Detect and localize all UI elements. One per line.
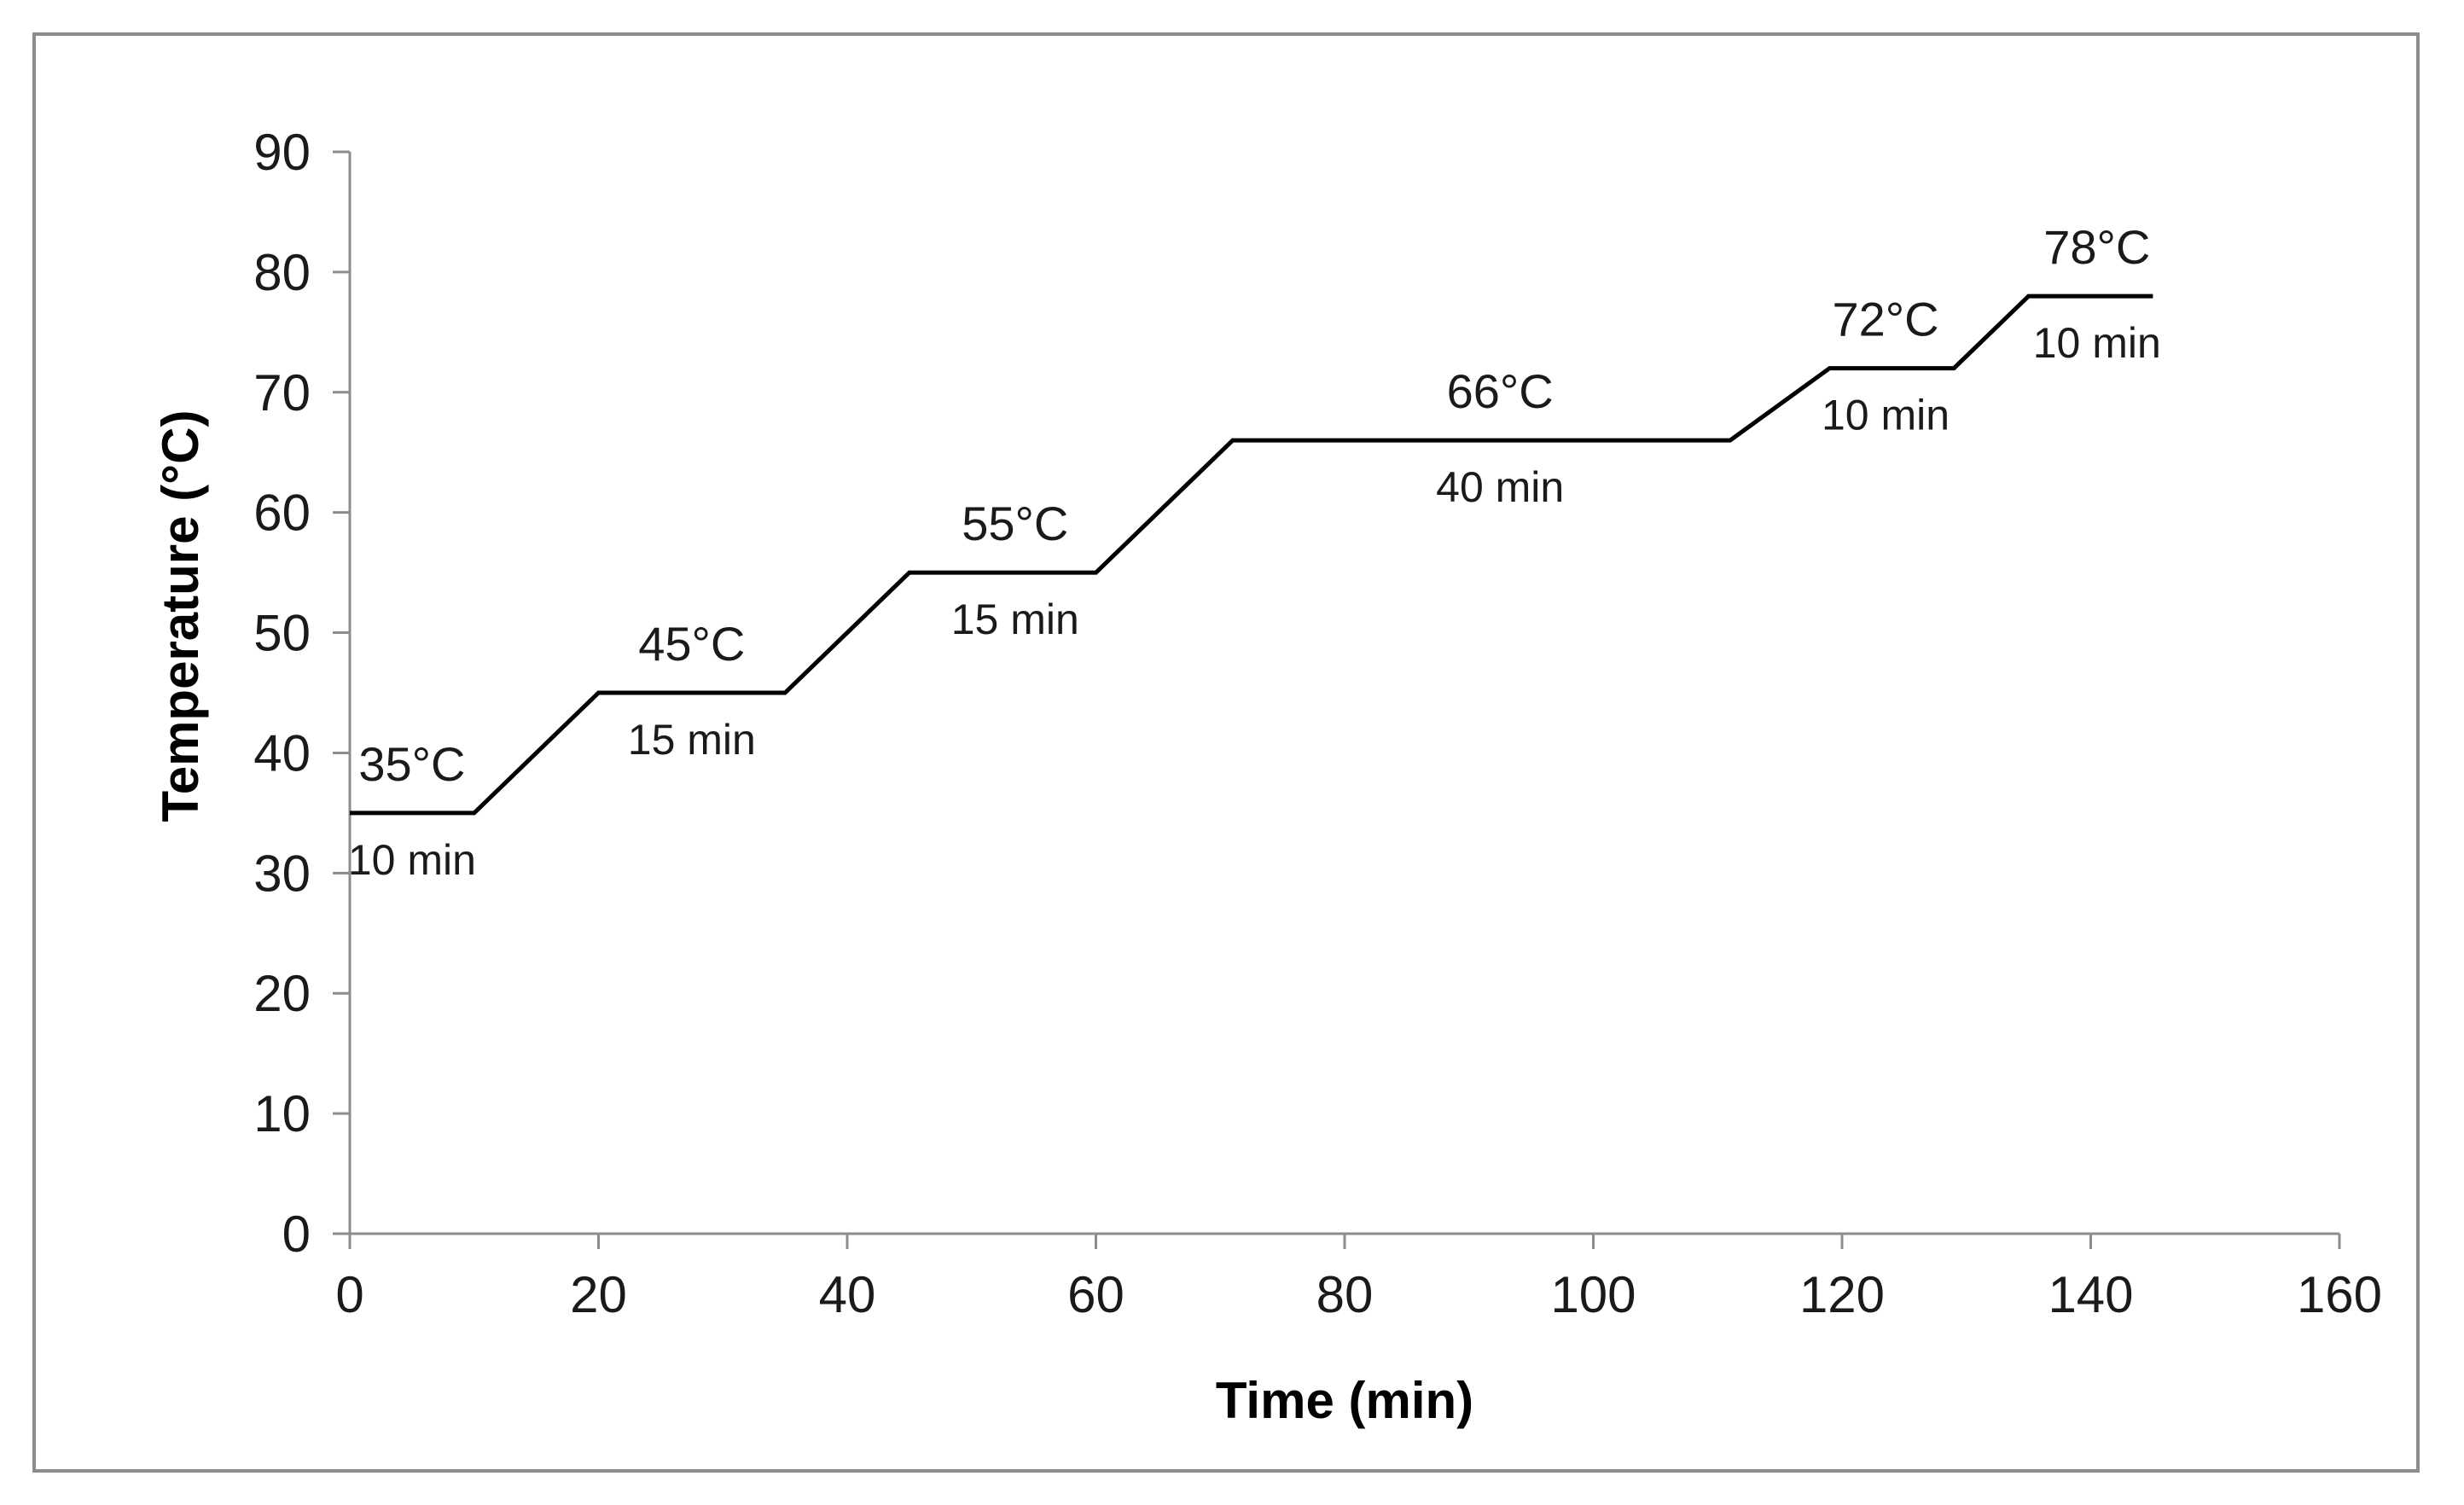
plateau-temperature-label: 72°C — [1832, 293, 1938, 346]
plateau-temperature-label: 55°C — [962, 497, 1068, 550]
chart-frame: 0 20 40 60 80 100 120 140 160 0 10 20 30 40 50 60 70 80 90… — [32, 32, 2420, 1473]
y-tick-label: 40 — [253, 724, 311, 782]
plateau-duration-label: 15 min — [628, 716, 756, 764]
tick-labels: 0 20 40 60 80 100 120 140 160 0 10 20 30 40 50 60 70 80 90 — [253, 124, 2382, 1323]
plateau-duration-label: 15 min — [951, 596, 1079, 643]
plateau-duration-label: 40 min — [1436, 463, 1564, 511]
x-tick-label: 40 — [819, 1266, 876, 1323]
y-tick-label: 80 — [253, 244, 311, 301]
y-tick-label: 30 — [253, 845, 311, 902]
plateau-temperature-label: 78°C — [2043, 220, 2150, 274]
y-tick-label: 70 — [253, 364, 311, 421]
ticks — [333, 150, 2341, 1249]
y-axis-title: Temperature (°C) — [152, 410, 209, 822]
y-tick-label: 20 — [253, 965, 311, 1022]
plateau-temperature-label: 35°C — [358, 737, 465, 791]
plateau-duration-label: 10 min — [2033, 319, 2161, 367]
y-tick-label: 50 — [253, 605, 311, 662]
x-tick-label: 0 — [335, 1266, 363, 1323]
temperature-series-line — [350, 293, 2153, 816]
x-tick-label: 60 — [1067, 1266, 1124, 1323]
plateau-temperature-label: 45°C — [638, 617, 745, 671]
x-tick-label: 80 — [1316, 1266, 1374, 1323]
x-tick-label: 160 — [2297, 1266, 2382, 1323]
x-tick-label: 100 — [1550, 1266, 1636, 1323]
annotations: 35°C 10 min 45°C 15 min 55°C 15 min 66°C 40 min… — [348, 220, 2161, 884]
plateau-duration-label: 10 min — [1822, 392, 1950, 439]
x-tick-label: 20 — [570, 1266, 627, 1323]
y-tick-label: 0 — [282, 1206, 311, 1263]
series — [350, 293, 2153, 816]
y-tick-label: 10 — [253, 1085, 311, 1142]
plateau-duration-label: 10 min — [348, 836, 476, 884]
chart-svg: 0 20 40 60 80 100 120 140 160 0 10 20 30 40 50 60 70 80 90… — [152, 124, 2382, 1429]
x-tick-label: 120 — [1799, 1266, 1885, 1323]
y-tick-label: 90 — [253, 124, 311, 181]
x-axis-title: Time (min) — [1216, 1372, 1473, 1429]
plateau-temperature-label: 66°C — [1447, 364, 1554, 418]
y-tick-label: 60 — [253, 485, 311, 542]
x-tick-label: 140 — [2048, 1266, 2133, 1323]
